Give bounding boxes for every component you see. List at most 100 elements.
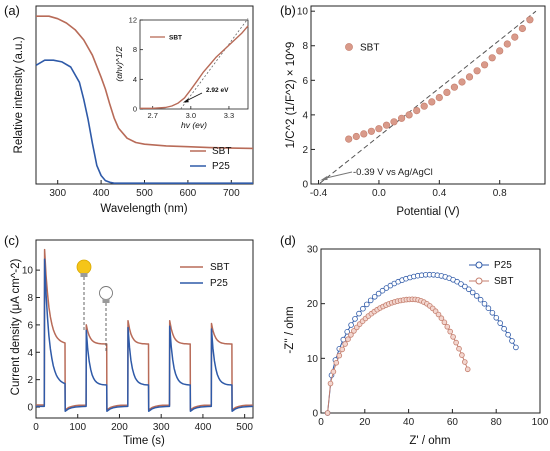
inset-xtick-label-2: 3.3 [224, 111, 234, 120]
d-xtick-label-0: 0 [318, 417, 324, 428]
data-point-p25-d-40 [481, 300, 488, 307]
data-point-p25-d-12 [371, 293, 378, 300]
inset-ytick-label-3: 12 [129, 16, 137, 25]
series-line-p25-c [36, 258, 254, 412]
data-point-p25-d-6 [348, 322, 354, 328]
series-line-sbt-a [36, 15, 254, 150]
inset-ytick-label-0: 0 [133, 105, 137, 114]
b-ytick-label-1: 2 [302, 145, 308, 156]
series-line-sbt-d [327, 298, 469, 414]
legend-label-sbt-c: SBT [210, 262, 229, 273]
inset-a: 2.7 3.0 3.3 0 4 8 12 hv (ev) (αhv)^1/2 SBT 2.9… [114, 16, 249, 130]
data-point-p25-d-15 [383, 285, 390, 291]
data-point-sbt-d-1 [327, 380, 334, 387]
inset-arrowhead [183, 98, 189, 103]
data-point-b-17 [473, 67, 481, 75]
data-point-p25-d-41 [485, 305, 492, 312]
data-point-b-5 [382, 121, 391, 129]
light-off-bulb-icon [99, 286, 113, 353]
legend-label-b: SBT [360, 43, 379, 54]
data-point-p25-d-47 [509, 338, 515, 344]
data-point-b-23 [518, 24, 527, 33]
inset-legend-label: SBT [169, 35, 182, 42]
legend-label-sbt-d: SBT [494, 276, 513, 287]
data-point-b-1 [352, 132, 360, 141]
data-point-sbt-d-5 [339, 346, 346, 353]
data-point-sbt-d-41 [444, 323, 451, 330]
data-point-p25-d-36 [465, 286, 472, 293]
data-point-p25-d-13 [375, 290, 382, 297]
data-point-sbt-d-46 [459, 352, 465, 358]
x-axis-label-c: Time (s) [123, 435, 165, 447]
data-point-b-7 [398, 114, 406, 122]
d-xtick-label-1: 20 [359, 417, 371, 428]
inset-frame [139, 19, 249, 110]
c-ytick-label-3: 6 [27, 320, 33, 331]
series-lines-c [36, 248, 254, 412]
annotation-b: -0.39 V vs Ag/AgCl [353, 167, 433, 178]
data-point-sbt-d-39 [438, 315, 445, 322]
d-xtick-label-2: 40 [403, 417, 415, 428]
plot-frame-b [310, 5, 546, 185]
data-point-b-2 [360, 130, 368, 138]
d-ytick-label-0: 0 [312, 409, 318, 420]
plot-frame-d [320, 248, 541, 414]
data-point-b-24 [526, 16, 534, 24]
inset-x-label: hv (ev) [181, 120, 207, 130]
d-xtick-label-5: 100 [532, 417, 549, 428]
panel-label-a: (a) [4, 3, 20, 18]
data-point-b-9 [413, 106, 421, 115]
y-axis-label-d: -Z'' / ohm [284, 306, 296, 353]
ticks-b: -0.4 0.0 0.4 0.8 0 2 4 6 8 10 [297, 7, 507, 199]
b-ytick-label-0: 0 [302, 180, 308, 191]
data-point-sbt-d-7 [345, 336, 351, 343]
b-xtick-label-0: -0.4 [310, 188, 328, 199]
d-ytick-label-3: 30 [307, 245, 319, 256]
c-xtick-label-5: 500 [236, 422, 253, 433]
legend-d: P25 SBT [469, 260, 513, 287]
data-point-p25-d-38 [473, 293, 480, 299]
data-point-sbt-d-9 [351, 328, 357, 334]
light-on-bulb-icon [76, 259, 92, 330]
data-point-p25-d-37 [469, 289, 476, 296]
data-point-sbt-d-45 [456, 345, 462, 352]
b-ytick-label-4: 8 [302, 41, 308, 52]
panel-label-d: (d) [280, 233, 296, 248]
data-point-sbt-d-4 [336, 352, 343, 359]
inset-xtick-label-0: 2.7 [147, 111, 157, 120]
data-point-p25-d-35 [462, 283, 468, 290]
data-point-p25-d-39 [477, 296, 484, 303]
data-point-p25-d-10 [363, 301, 370, 308]
d-xtick-label-3: 60 [447, 417, 459, 428]
c-xtick-label-3: 300 [153, 422, 170, 433]
c-xtick-label-4: 400 [195, 422, 212, 433]
data-point-b-6 [390, 118, 398, 126]
data-point-p25-d-11 [367, 297, 374, 304]
data-point-p25-d-5 [344, 328, 351, 335]
b-xtick-label-3: 0.8 [493, 188, 507, 199]
inset-annotation: 2.92 eV [206, 87, 229, 94]
data-point-sbt-d-38 [435, 311, 442, 318]
data-point-b-4 [375, 125, 383, 133]
data-point-sbt-d-44 [453, 339, 459, 346]
annotation-arrow-b [323, 171, 353, 180]
data-point-p25-d-48 [513, 344, 519, 351]
b-xtick-label-1: 0.0 [372, 188, 386, 199]
data-point-b-3 [367, 127, 376, 135]
series-line-sbt-c [36, 248, 254, 411]
data-point-sbt-d-47 [461, 359, 468, 365]
panel-c: (c) 0 100 200 300 400 500 0 2 4 6 8 10 Time (s) Cur… [4, 233, 254, 447]
annotation-arrowhead-b [320, 176, 328, 181]
c-xtick-label-2: 200 [111, 422, 128, 433]
b-xtick-label-2: 0.4 [432, 188, 446, 199]
legend-label-p25-c: P25 [210, 278, 228, 289]
inset-ytick-label-2: 8 [133, 45, 137, 54]
a-xtick-label-3: 600 [180, 188, 197, 199]
ticks-c: 0 100 200 300 400 500 0 2 4 6 8 10 [22, 266, 254, 433]
data-point-b-21 [503, 40, 511, 48]
inset-ticks: 2.7 3.0 3.3 0 4 8 12 [129, 16, 235, 121]
y-axis-label-c: Current density (μA cm^-2) [10, 259, 22, 396]
series-lines-a [35, 15, 254, 184]
data-point-b-15 [458, 78, 466, 86]
data-point-sbt-d-2 [330, 368, 337, 375]
